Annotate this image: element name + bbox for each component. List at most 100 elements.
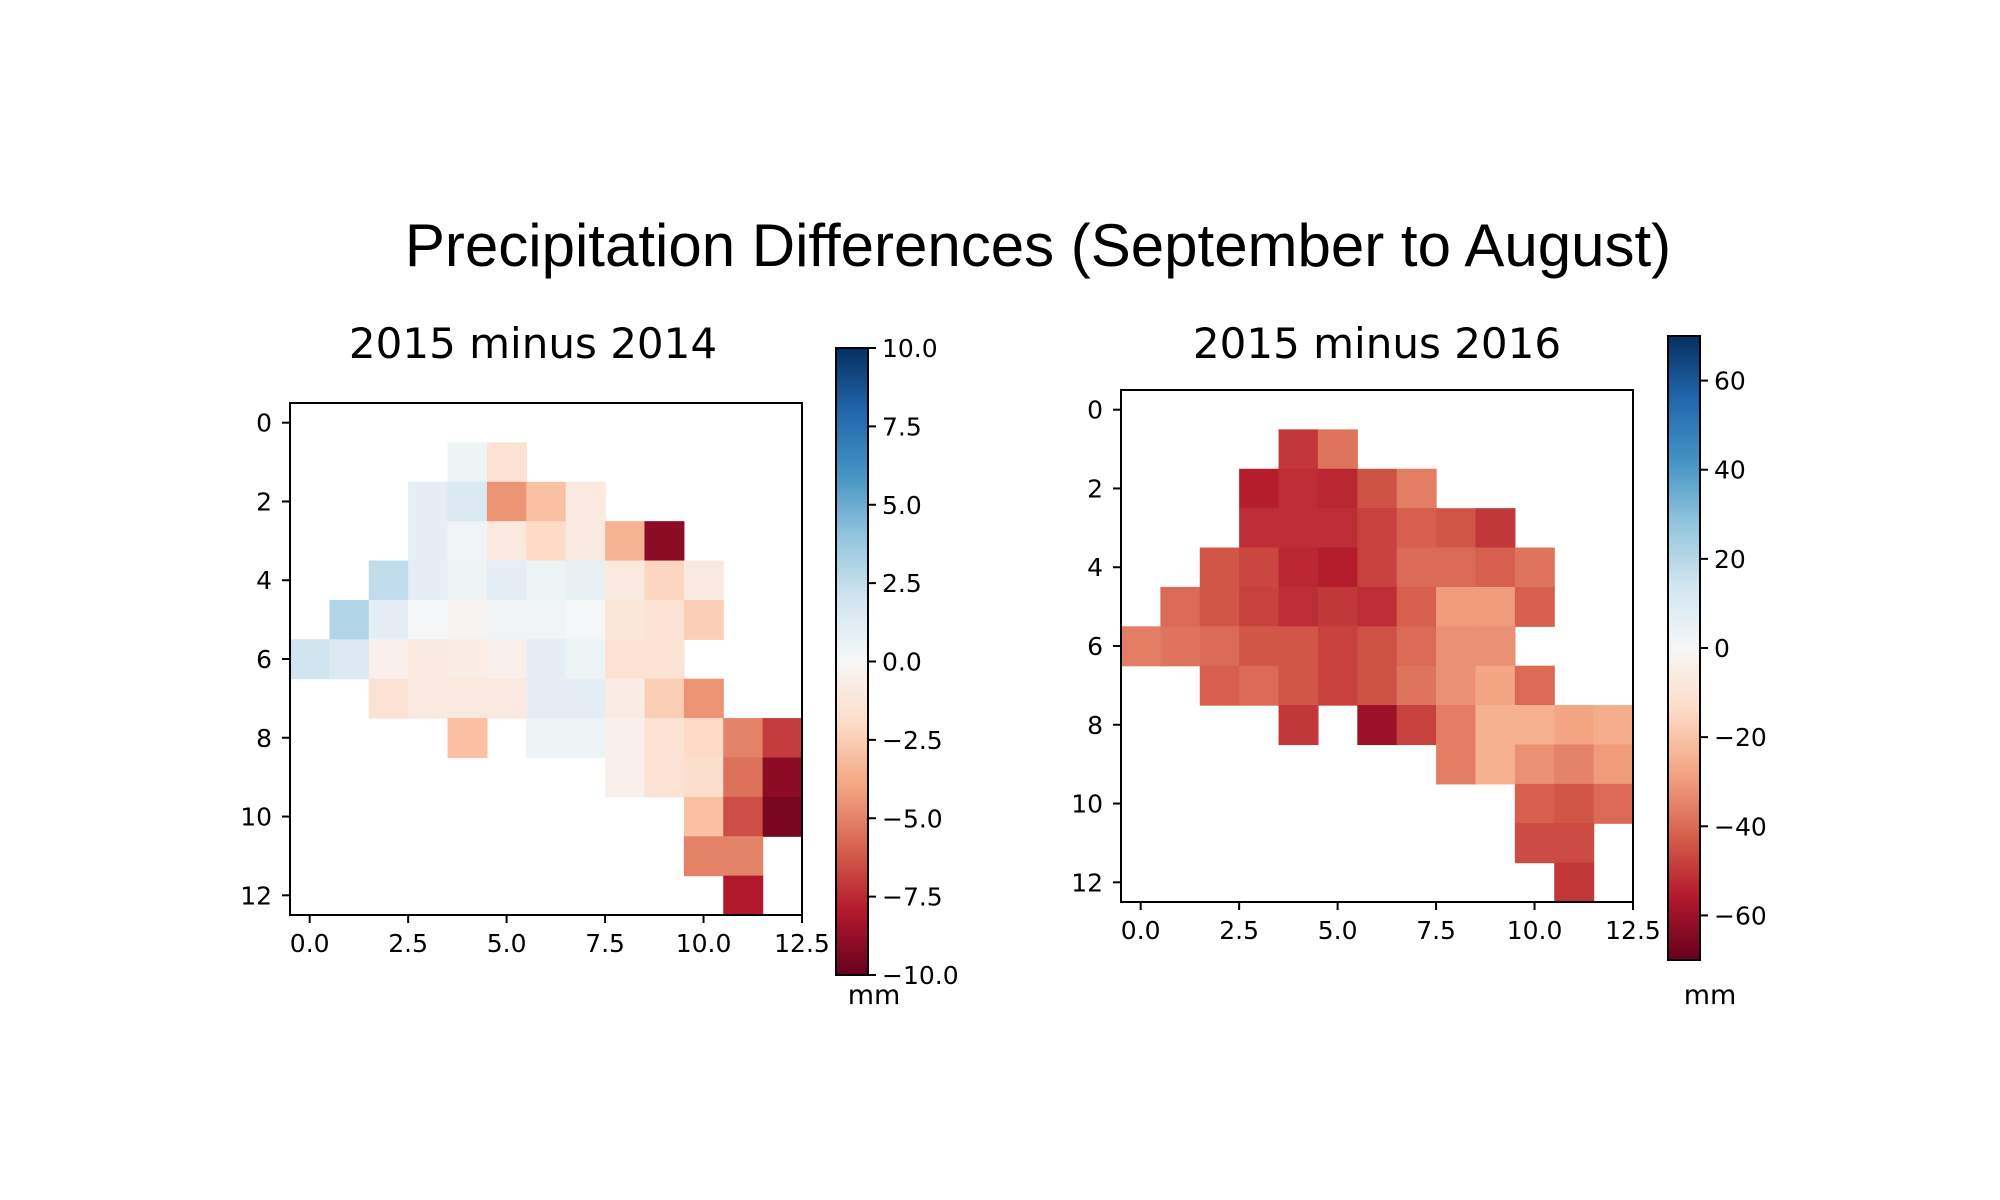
panel-1-x-tick-label: 0.0 — [290, 929, 330, 958]
panel-1-cell-r7-c10 — [683, 678, 724, 719]
panel-2-cell-r5-c3 — [1239, 586, 1280, 627]
panel-2-cell-r7-c7 — [1396, 665, 1437, 706]
panel-1-cell-r6-c0 — [290, 639, 330, 680]
panel-1-y-tick-label: 8 — [256, 724, 272, 753]
panel-1-cell-r10-c11 — [723, 796, 764, 837]
panel-2-cell-r8-c6 — [1357, 705, 1398, 746]
panel-2-y-tick-label: 2 — [1087, 474, 1103, 503]
panel-1-cell-r5-c10 — [683, 599, 724, 640]
figure-suptitle: Precipitation Differences (September to … — [405, 212, 1671, 279]
panel-2-cell-r6-c4 — [1278, 626, 1319, 667]
panel-1-cell-r3-c8 — [605, 521, 646, 562]
panel-1-x-tick-label: 7.5 — [585, 929, 625, 958]
panel-2-colorbar-tick-label: 0 — [1714, 634, 1730, 663]
panel-2-cell-r5-c8 — [1436, 586, 1477, 627]
panel-2-cell-r8-c10 — [1514, 705, 1555, 746]
panel-2-cell-r6-c2 — [1199, 626, 1240, 667]
panel-2-cell-r10-c11 — [1554, 783, 1595, 824]
panel-1-colorbar-label: mm — [848, 980, 901, 1011]
heatmap-panel-2: 2015 minus 2016 0.0 2.5 5.0 7.5 10.0 12.5 0 2 4… — [1071, 319, 1767, 1011]
panel-1-cell-r6-c2 — [368, 639, 409, 680]
panel-1-cell-r6-c6 — [526, 639, 567, 680]
panel-2-x-axis: 0.0 2.5 5.0 7.5 10.0 12.5 — [1121, 902, 1661, 945]
panel-1-colorbar-tick-label: 0.0 — [882, 648, 922, 677]
panel-1-cell-r5-c1 — [329, 599, 370, 640]
panel-1-cell-r8-c6 — [526, 718, 567, 759]
panel-1-cell-r8-c4 — [447, 718, 488, 759]
panel-1-cell-r7-c2 — [368, 678, 409, 719]
panel-1-x-tick-label: 10.0 — [676, 929, 732, 958]
panel-2-colorbar-tick-label: 60 — [1714, 367, 1746, 396]
panel-1-cell-r2-c3 — [408, 481, 449, 522]
panel-1-cell-r5-c9 — [644, 599, 685, 640]
panel-1-cell-r7-c8 — [605, 678, 646, 719]
panel-1-cell-r7-c4 — [447, 678, 488, 719]
panel-1-cell-r9-c11 — [723, 757, 764, 798]
panel-1-cell-r5-c3 — [408, 599, 449, 640]
panel-1-cell-r8-c8 — [605, 718, 646, 759]
panel-2-cell-r10-c12 — [1593, 783, 1634, 824]
panel-1-cell-r3-c3 — [408, 521, 449, 562]
panel-2-cell-r6-c6 — [1357, 626, 1398, 667]
panel-2-y-axis: 0 2 4 6 8 10 12 — [1071, 396, 1121, 897]
panel-1-colorbar-tick-label: −10.0 — [882, 961, 959, 990]
panel-2-cell-r5-c6 — [1357, 586, 1398, 627]
panel-2-y-tick-label: 0 — [1087, 396, 1103, 425]
panel-2-colorbar-tick-label: −60 — [1714, 901, 1767, 930]
panel-1-cells — [290, 442, 803, 916]
panel-2-cell-r9-c12 — [1593, 744, 1634, 785]
panel-1-cell-r6-c7 — [565, 639, 606, 680]
panel-1-y-tick-label: 4 — [256, 566, 272, 595]
panel-1-y-tick-label: 12 — [240, 881, 272, 910]
panel-2-cell-r9-c10 — [1514, 744, 1555, 785]
panel-2-cell-r5-c10 — [1514, 586, 1555, 627]
panel-1-cell-r5-c4 — [447, 599, 488, 640]
panel-2-cell-r11-c10 — [1514, 823, 1555, 864]
panel-1-cell-r4-c5 — [486, 560, 527, 601]
panel-1-cell-r11-c11 — [723, 836, 764, 877]
panel-1-cell-r8-c9 — [644, 718, 685, 759]
panel-2-colorbar-tick-label: 20 — [1714, 545, 1746, 574]
panel-2-cell-r2-c7 — [1396, 468, 1437, 509]
panel-2-cell-r3-c9 — [1475, 508, 1516, 549]
panel-2-x-tick-label: 2.5 — [1219, 916, 1259, 945]
panel-1-cell-r7-c6 — [526, 678, 567, 719]
panel-2-cell-r8-c11 — [1554, 705, 1595, 746]
panel-1-cell-r6-c1 — [329, 639, 370, 680]
panel-2-cell-r7-c2 — [1199, 665, 1240, 706]
panel-2-cell-r6-c1 — [1160, 626, 1201, 667]
panel-2-cell-r5-c1 — [1160, 586, 1201, 627]
panel-2-x-tick-label: 5.0 — [1318, 916, 1358, 945]
panel-1-y-tick-label: 6 — [256, 645, 272, 674]
panel-1-cell-r7-c7 — [565, 678, 606, 719]
panel-1-cell-r8-c10 — [683, 718, 724, 759]
panel-1-cell-r4-c3 — [408, 560, 449, 601]
panel-2-cell-r5-c4 — [1278, 586, 1319, 627]
panel-2-cell-r3-c4 — [1278, 508, 1319, 549]
panel-2-cell-r3-c5 — [1317, 508, 1358, 549]
panel-1-cell-r9-c12 — [762, 757, 803, 798]
panel-1-y-tick-label: 0 — [256, 409, 272, 438]
panel-1-cell-r9-c10 — [683, 757, 724, 798]
panel-1-cell-r2-c7 — [565, 481, 606, 522]
panel-2-cell-r9-c9 — [1475, 744, 1516, 785]
panel-1-colorbar-tick-label: 7.5 — [882, 412, 922, 441]
panel-2-colorbar-tick-label: −40 — [1714, 812, 1767, 841]
panel-2-cell-r4-c2 — [1199, 547, 1240, 588]
panel-1-x-tick-label: 12.5 — [774, 929, 830, 958]
panel-1-x-tick-label: 2.5 — [388, 929, 428, 958]
panel-1-cell-r5-c8 — [605, 599, 646, 640]
panel-2-cell-r3-c3 — [1239, 508, 1280, 549]
panel-2-cell-r3-c8 — [1436, 508, 1477, 549]
panel-1-cell-r5-c2 — [368, 599, 409, 640]
panel-2-y-tick-label: 8 — [1087, 711, 1103, 740]
panel-2-cell-r4-c7 — [1396, 547, 1437, 588]
panel-2-cell-r9-c11 — [1554, 744, 1595, 785]
panel-2-cell-r8-c12 — [1593, 705, 1634, 746]
panel-2-cell-r4-c5 — [1317, 547, 1358, 588]
panel-1-cell-r9-c9 — [644, 757, 685, 798]
panel-1-cell-r2-c6 — [526, 481, 567, 522]
panel-1-cell-r8-c7 — [565, 718, 606, 759]
panel-2-y-tick-label: 6 — [1087, 632, 1103, 661]
